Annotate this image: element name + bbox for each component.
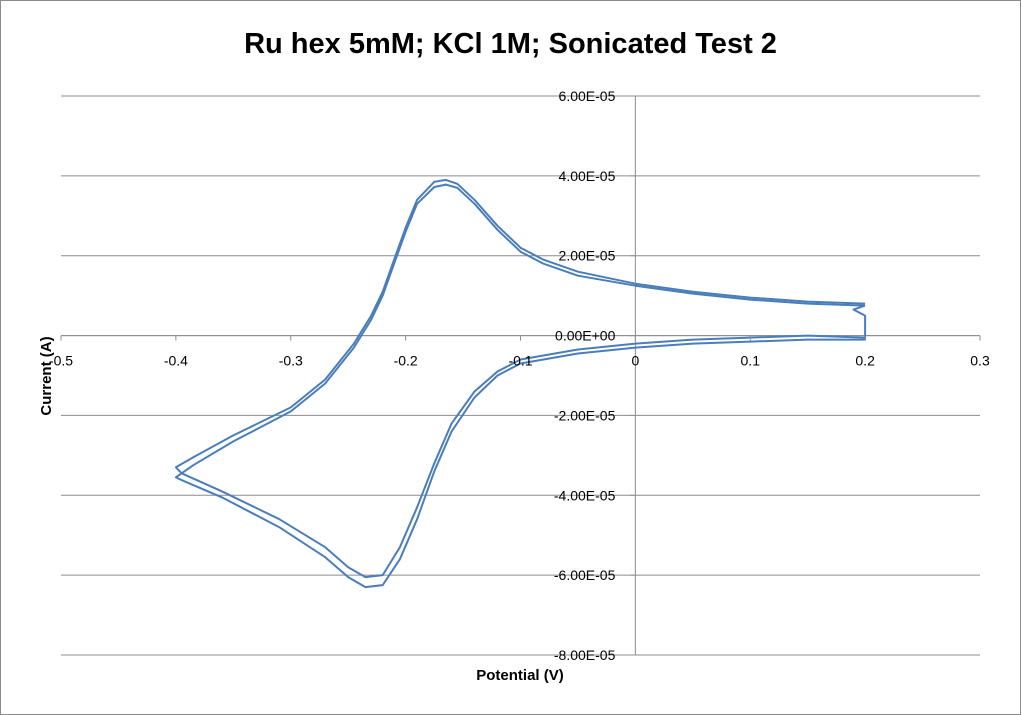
y-tick-label: -8.00E-05 (554, 647, 616, 663)
x-tick-labels: -0.5 -0.4 -0.3 -0.2 -0.1 0 0.1 0.2 0.3 (49, 335, 990, 369)
x-tick-label: 0.2 (855, 353, 875, 369)
y-tick-labels: 6.00E-05 4.00E-05 2.00E-05 0.00E+00 -2.00E-0… (554, 88, 636, 663)
chart-title: Ru hex 5mM; KCl 1M; Sonicated Test 2 (244, 28, 777, 60)
y-tick-label: 2.00E-05 (559, 248, 616, 264)
x-tick-label: -0.2 (394, 353, 418, 369)
x-tick-label: -0.1 (508, 353, 532, 369)
y-tick-label: -6.00E-05 (554, 567, 616, 583)
y-tick-label: 4.00E-05 (559, 168, 616, 184)
grid-layer (61, 95, 980, 656)
y-tick-label: -2.00E-05 (554, 407, 616, 423)
y-axis-title: Current (A) (38, 336, 55, 415)
y-tick-label: -4.00E-05 (554, 487, 616, 503)
x-tick-label: 0.1 (741, 353, 761, 369)
x-tick-label: 0.3 (970, 353, 990, 369)
y-tick-label: 0.00E+00 (555, 328, 616, 344)
x-tick-label: -0.3 (279, 353, 303, 369)
series-line-1 (174, 178, 866, 579)
series-line-2 (174, 183, 867, 589)
x-tick-label: -0.5 (49, 353, 73, 369)
series-layer (174, 178, 867, 589)
x-axis-title: Potential (V) (476, 667, 564, 684)
x-tick-label: 0 (631, 353, 639, 369)
x-tick-label: -0.4 (164, 353, 188, 369)
y-tick-label: 6.00E-05 (559, 88, 616, 104)
